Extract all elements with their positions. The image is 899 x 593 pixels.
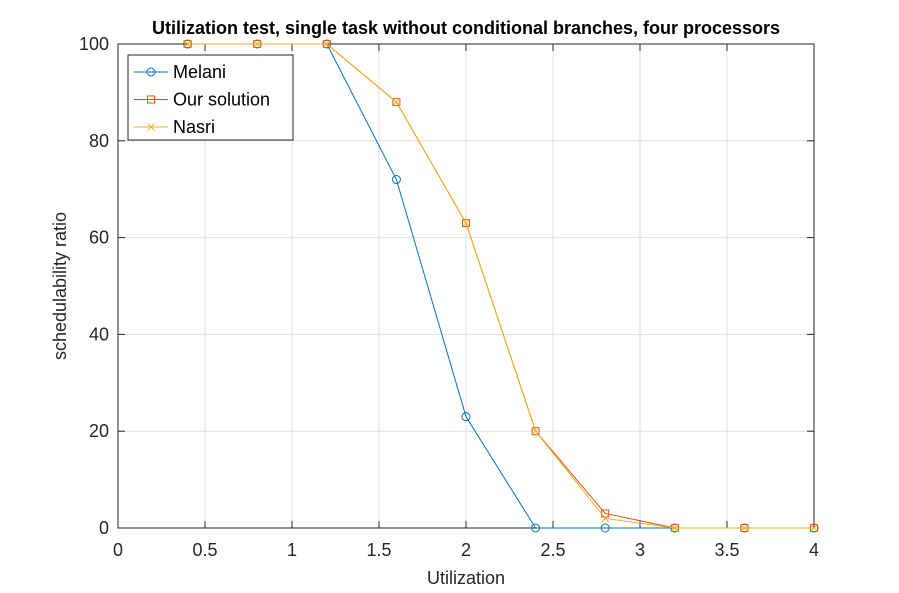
x-tick-label: 4 [809,540,819,560]
data-point-nasri [322,40,331,48]
legend: Melani Our solution Nasri [127,54,294,141]
data-point-nasri [531,427,540,436]
legend-label-our-solution: Our solution [173,90,270,110]
y-tick-label: 100 [79,34,109,54]
data-point-our-solution [531,427,540,436]
legend-box [127,54,294,141]
y-tick-label: 20 [89,421,109,441]
data-point-our-solution [462,219,470,228]
data-point-nasri [183,40,192,48]
legend-marker-melani [146,67,156,77]
x-tick-label: 2 [461,540,471,560]
x-tick-label: 0 [113,540,123,560]
series-line-nasri [187,43,814,529]
data-series [183,39,819,533]
y-tick-label: 0 [99,518,109,538]
legend-marker-our-solution [147,95,155,104]
data-point-melani [600,523,610,533]
legend-marker-nasri [147,123,155,131]
x-tick-label: 3.5 [714,540,739,560]
data-point-nasri [462,219,470,227]
data-point-nasri [740,524,749,532]
data-point-melani [391,175,401,185]
y-tick-label: 60 [89,228,109,248]
legend-label-melani: Melani [173,62,226,82]
x-tick-label: 1.5 [366,540,391,560]
x-tick-label: 1 [287,540,297,560]
x-tick-label: 2.5 [540,540,565,560]
x-tick-label: 0.5 [192,540,217,560]
data-point-our-solution [392,98,401,107]
y-tick-label: 80 [89,131,109,151]
data-point-nasri [253,40,262,48]
series-nasri [183,40,818,532]
x-tick-label: 3 [635,540,645,560]
chart-title: Utilization test, single task without co… [152,18,780,38]
data-point-melani [531,523,541,533]
y-tick-label: 40 [89,324,109,344]
data-point-nasri [601,514,610,523]
x-axis-label: Utilization [427,568,505,588]
data-point-nasri [810,524,818,532]
legend-label-nasri: Nasri [173,117,215,137]
data-point-melani [461,412,471,422]
y-axis-label: schedulability ratio [50,212,70,360]
data-point-nasri [670,524,679,532]
data-point-nasri [392,98,401,106]
